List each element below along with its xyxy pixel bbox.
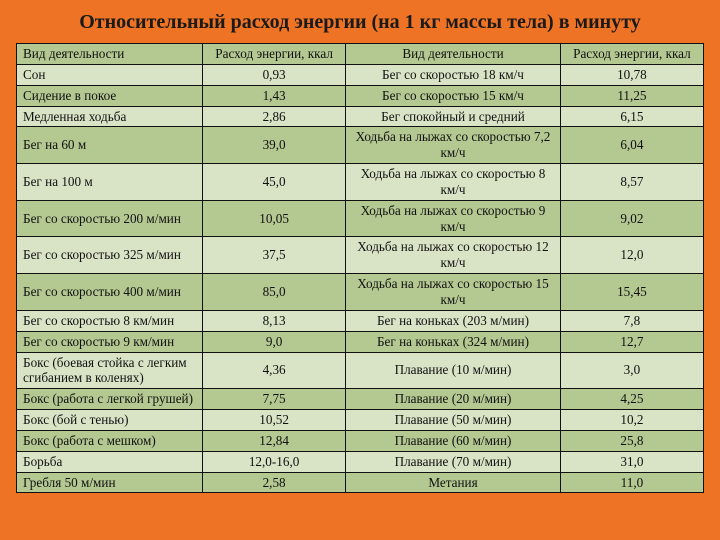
table-row: Бег на 60 м39,0Ходьба на лыжах со скорос… — [17, 127, 704, 164]
activity-cell: Ходьба на лыжах со скоростью 12 км/ч — [346, 237, 561, 274]
activity-cell: Плавание (70 м/мин) — [346, 451, 561, 472]
energy-cell: 6,15 — [560, 106, 703, 127]
activity-cell: Бег со скоростью 9 км/мин — [17, 331, 203, 352]
table-row: Борьба12,0-16,0Плавание (70 м/мин)31,0 — [17, 451, 704, 472]
activity-cell: Бокс (работа с мешком) — [17, 430, 203, 451]
table-row: Бег со скоростью 9 км/мин9,0Бег на коньк… — [17, 331, 704, 352]
energy-cell: 31,0 — [560, 451, 703, 472]
col-activity-2: Вид деятельности — [346, 44, 561, 65]
energy-cell: 11,0 — [560, 472, 703, 493]
energy-cell: 11,25 — [560, 85, 703, 106]
energy-cell: 3,0 — [560, 352, 703, 389]
activity-cell: Бег спокойный и средний — [346, 106, 561, 127]
energy-cell: 7,8 — [560, 310, 703, 331]
energy-cell: 25,8 — [560, 430, 703, 451]
activity-cell: Ходьба на лыжах со скоростью 15 км/ч — [346, 274, 561, 311]
activity-cell: Бег со скоростью 8 км/мин — [17, 310, 203, 331]
table-row: Бег на 100 м45,0Ходьба на лыжах со скоро… — [17, 164, 704, 201]
energy-cell: 12,7 — [560, 331, 703, 352]
energy-cell: 4,25 — [560, 389, 703, 410]
activity-cell: Бег на коньках (324 м/мин) — [346, 331, 561, 352]
energy-table: Вид деятельности Расход энергии, ккал Ви… — [16, 43, 704, 493]
energy-cell: 0,93 — [203, 64, 346, 85]
table-row: Бокс (бой с тенью)10,52Плавание (50 м/ми… — [17, 410, 704, 431]
activity-cell: Ходьба на лыжах со скоростью 9 км/ч — [346, 200, 561, 237]
energy-cell: 10,52 — [203, 410, 346, 431]
page-title: Относительный расход энергии (на 1 кг ма… — [16, 10, 704, 35]
energy-cell: 6,04 — [560, 127, 703, 164]
energy-cell: 12,0-16,0 — [203, 451, 346, 472]
energy-cell: 15,45 — [560, 274, 703, 311]
activity-cell: Ходьба на лыжах со скоростью 7,2 км/ч — [346, 127, 561, 164]
col-activity-1: Вид деятельности — [17, 44, 203, 65]
table-row: Бокс (работа с мешком)12,84Плавание (60 … — [17, 430, 704, 451]
activity-cell: Бег со скоростью 400 м/мин — [17, 274, 203, 311]
table-header: Вид деятельности Расход энергии, ккал Ви… — [17, 44, 704, 65]
activity-cell: Плавание (60 м/мин) — [346, 430, 561, 451]
table-row: Сон0,93Бег со скоростью 18 км/ч10,78 — [17, 64, 704, 85]
table-row: Гребля 50 м/мин2,58Метания11,0 — [17, 472, 704, 493]
energy-cell: 1,43 — [203, 85, 346, 106]
activity-cell: Бег на 60 м — [17, 127, 203, 164]
activity-cell: Бег со скоростью 200 м/мин — [17, 200, 203, 237]
table-row: Бег со скоростью 200 м/мин10,05Ходьба на… — [17, 200, 704, 237]
table-body: Сон0,93Бег со скоростью 18 км/ч10,78Сиде… — [17, 64, 704, 493]
activity-cell: Гребля 50 м/мин — [17, 472, 203, 493]
energy-cell: 10,2 — [560, 410, 703, 431]
activity-cell: Бег на коньках (203 м/мин) — [346, 310, 561, 331]
activity-cell: Метания — [346, 472, 561, 493]
activity-cell: Медленная ходьба — [17, 106, 203, 127]
energy-cell: 9,0 — [203, 331, 346, 352]
table-row: Бокс (работа с легкой грушей)7,75Плавани… — [17, 389, 704, 410]
table-row: Бег со скоростью 400 м/мин85,0Ходьба на … — [17, 274, 704, 311]
energy-cell: 8,13 — [203, 310, 346, 331]
table-row: Бокс (боевая стойка с легким сгибанием в… — [17, 352, 704, 389]
activity-cell: Сидение в покое — [17, 85, 203, 106]
energy-cell: 4,36 — [203, 352, 346, 389]
table-row: Медленная ходьба2,86Бег спокойный и сред… — [17, 106, 704, 127]
table-row: Бег со скоростью 325 м/мин37,5Ходьба на … — [17, 237, 704, 274]
activity-cell: Сон — [17, 64, 203, 85]
energy-cell: 10,78 — [560, 64, 703, 85]
energy-cell: 10,05 — [203, 200, 346, 237]
energy-cell: 2,86 — [203, 106, 346, 127]
activity-cell: Бег на 100 м — [17, 164, 203, 201]
table-row: Сидение в покое1,43Бег со скоростью 15 к… — [17, 85, 704, 106]
table-row: Бег со скоростью 8 км/мин8,13Бег на конь… — [17, 310, 704, 331]
energy-cell: 12,84 — [203, 430, 346, 451]
energy-cell: 85,0 — [203, 274, 346, 311]
energy-cell: 45,0 — [203, 164, 346, 201]
activity-cell: Бокс (работа с легкой грушей) — [17, 389, 203, 410]
activity-cell: Бег со скоростью 18 км/ч — [346, 64, 561, 85]
activity-cell: Ходьба на лыжах со скоростью 8 км/ч — [346, 164, 561, 201]
activity-cell: Бег со скоростью 325 м/мин — [17, 237, 203, 274]
activity-cell: Бег со скоростью 15 км/ч — [346, 85, 561, 106]
energy-cell: 12,0 — [560, 237, 703, 274]
energy-cell: 37,5 — [203, 237, 346, 274]
energy-cell: 8,57 — [560, 164, 703, 201]
activity-cell: Бокс (боевая стойка с легким сгибанием в… — [17, 352, 203, 389]
energy-cell: 9,02 — [560, 200, 703, 237]
col-energy-2: Расход энергии, ккал — [560, 44, 703, 65]
energy-cell: 2,58 — [203, 472, 346, 493]
activity-cell: Плавание (10 м/мин) — [346, 352, 561, 389]
energy-cell: 39,0 — [203, 127, 346, 164]
col-energy-1: Расход энергии, ккал — [203, 44, 346, 65]
energy-cell: 7,75 — [203, 389, 346, 410]
activity-cell: Бокс (бой с тенью) — [17, 410, 203, 431]
activity-cell: Плавание (50 м/мин) — [346, 410, 561, 431]
slide: Относительный расход энергии (на 1 кг ма… — [0, 0, 720, 540]
activity-cell: Плавание (20 м/мин) — [346, 389, 561, 410]
activity-cell: Борьба — [17, 451, 203, 472]
